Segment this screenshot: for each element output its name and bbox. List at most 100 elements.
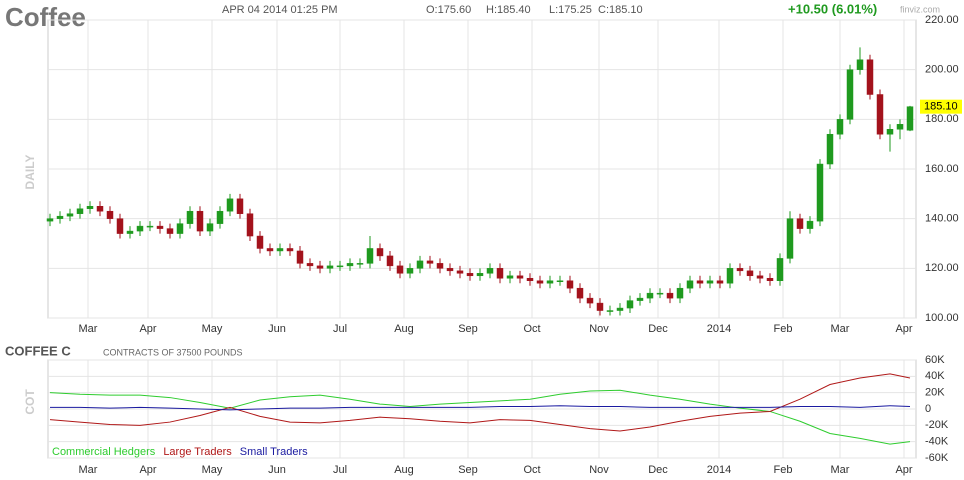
candle-body bbox=[516, 275, 524, 279]
y-tick-label: 60K bbox=[925, 354, 945, 366]
y-tick-label: 20K bbox=[925, 387, 945, 399]
candle-body bbox=[626, 300, 634, 309]
candle-body bbox=[206, 223, 214, 232]
series-line bbox=[50, 405, 911, 411]
x-tick-label: Nov bbox=[589, 323, 609, 335]
brand: finviz.com bbox=[900, 4, 940, 14]
candle-body bbox=[826, 133, 834, 165]
candle-body bbox=[336, 265, 344, 268]
legend-entry: Large Traders bbox=[163, 446, 232, 458]
candle-body bbox=[616, 307, 624, 311]
candle-body bbox=[76, 208, 84, 214]
candle-body bbox=[86, 206, 94, 209]
y-tick-label: -20K bbox=[925, 419, 949, 431]
candle-body bbox=[396, 265, 404, 274]
x-tick-label: Apr bbox=[895, 464, 912, 476]
x-tick-label: Jul bbox=[333, 464, 347, 476]
candle-body bbox=[166, 228, 174, 234]
y-tick-label: 200.00 bbox=[925, 64, 959, 76]
candle-body bbox=[136, 225, 144, 232]
x-tick-label: Sep bbox=[458, 323, 478, 335]
candle-body bbox=[46, 218, 54, 222]
candle-body bbox=[636, 297, 644, 301]
candle-body bbox=[526, 278, 534, 281]
y-tick-label: 160.00 bbox=[925, 163, 959, 175]
x-tick-label: Sep bbox=[458, 464, 478, 476]
candle-body bbox=[146, 225, 154, 228]
series-line bbox=[49, 389, 911, 445]
candle-body bbox=[236, 198, 244, 214]
last-price: 185.10 bbox=[924, 101, 958, 113]
y-label: DAILY bbox=[23, 155, 37, 190]
candle-body bbox=[556, 280, 564, 282]
candle-body bbox=[776, 258, 784, 281]
candle-body bbox=[346, 263, 354, 267]
candle-body bbox=[296, 250, 304, 264]
x-tick-label: Feb bbox=[774, 464, 793, 476]
x-tick-label: Apr bbox=[139, 464, 156, 476]
y-tick-label: 120.00 bbox=[925, 262, 959, 274]
candle-body bbox=[456, 270, 464, 274]
cot-subtitle: CONTRACTS OF 37500 POUNDS bbox=[103, 347, 243, 357]
cot-title: COFFEE C bbox=[5, 343, 71, 358]
candle-body bbox=[546, 280, 554, 284]
last-price-box bbox=[920, 99, 962, 114]
candle-body bbox=[196, 210, 204, 232]
x-tick-label: Oct bbox=[523, 323, 540, 335]
y-label: COT bbox=[23, 389, 37, 415]
x-tick-label: Nov bbox=[589, 464, 609, 476]
x-tick-label: Mar bbox=[831, 323, 850, 335]
candle-body bbox=[756, 275, 764, 279]
candle-body bbox=[666, 292, 674, 299]
y-tick-label: 140.00 bbox=[925, 213, 959, 225]
candle-body bbox=[96, 206, 104, 212]
legend-entry: Small Traders bbox=[240, 446, 308, 458]
candle-body bbox=[816, 163, 824, 222]
candle-body bbox=[736, 268, 744, 272]
candle-body bbox=[176, 223, 184, 234]
x-tick-label: 2014 bbox=[707, 464, 731, 476]
candle-body bbox=[536, 280, 544, 284]
candle-body bbox=[596, 302, 604, 311]
candle-body bbox=[266, 248, 274, 252]
candle-body bbox=[246, 213, 254, 237]
y-tick-label: 100.00 bbox=[925, 312, 959, 324]
candle-body bbox=[386, 255, 394, 267]
datetime: APR 04 2014 01:25 PM bbox=[222, 4, 338, 16]
y-tick-label: -40K bbox=[925, 436, 949, 448]
candle-body bbox=[486, 268, 494, 274]
candle-body bbox=[426, 260, 434, 264]
candle-body bbox=[216, 210, 224, 224]
x-tick-label: Dec bbox=[648, 464, 668, 476]
candle-body bbox=[476, 273, 484, 277]
candle-body bbox=[56, 215, 64, 219]
x-tick-label: Feb bbox=[774, 323, 793, 335]
candle-body bbox=[156, 225, 164, 229]
candle-body bbox=[716, 280, 724, 284]
y-tick-label: 220.00 bbox=[925, 14, 959, 26]
candle-body bbox=[606, 310, 614, 312]
candle-body bbox=[746, 270, 754, 277]
candle-body bbox=[896, 124, 904, 130]
change: +10.50 (6.01%) bbox=[788, 1, 877, 16]
candle-body bbox=[786, 218, 794, 259]
y-tick-label: -60K bbox=[925, 452, 949, 464]
candle-body bbox=[726, 268, 734, 284]
candle-body bbox=[276, 248, 284, 252]
candle-body bbox=[706, 280, 714, 284]
candle-body bbox=[326, 265, 334, 269]
candle-body bbox=[376, 248, 384, 257]
candle-body bbox=[256, 235, 264, 249]
x-tick-label: May bbox=[202, 464, 223, 476]
x-tick-label: Apr bbox=[895, 323, 912, 335]
x-tick-label: Mar bbox=[79, 323, 98, 335]
x-tick-label: Jun bbox=[268, 323, 286, 335]
x-tick-label: Apr bbox=[139, 323, 156, 335]
low: L:175.25 bbox=[549, 4, 592, 16]
x-tick-label: Jun bbox=[268, 464, 286, 476]
high: H:185.40 bbox=[486, 4, 531, 16]
candle-body bbox=[436, 263, 444, 269]
symbol: Coffee bbox=[5, 2, 86, 32]
candle-body bbox=[676, 287, 684, 299]
